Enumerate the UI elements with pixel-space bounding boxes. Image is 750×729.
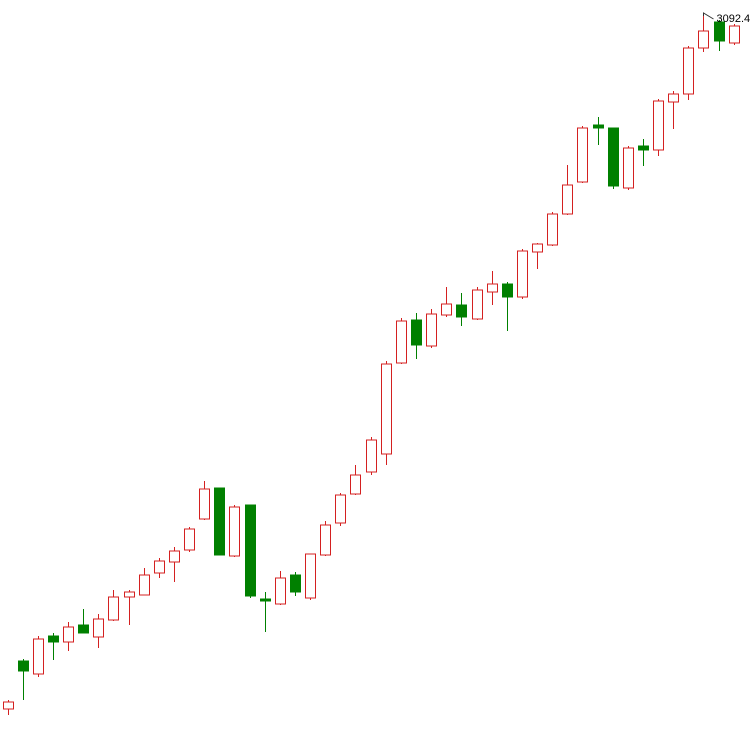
candle-body [184, 528, 195, 551]
candle-body [93, 618, 104, 638]
candle-body [608, 127, 619, 187]
candle-body [3, 701, 14, 710]
candle-body [411, 319, 422, 346]
candle-body [320, 524, 331, 556]
candle-body [729, 25, 740, 44]
candle-body [577, 127, 588, 183]
candle-body [78, 624, 89, 634]
candle-body [487, 283, 498, 293]
candle-body [366, 439, 377, 473]
candle-body [33, 638, 44, 675]
candle-body [683, 47, 694, 95]
candle-body [229, 506, 240, 557]
candle-body [18, 660, 29, 672]
candle-body [593, 124, 604, 129]
candle-body [381, 363, 392, 455]
candle-body [214, 487, 225, 556]
candle-body [63, 626, 74, 643]
candle-body [714, 21, 725, 42]
candle-body [547, 213, 558, 246]
candle-body [350, 474, 361, 495]
candle-body [653, 100, 664, 151]
candle-body [48, 635, 59, 643]
candle-body [638, 145, 649, 151]
candle-body [441, 303, 452, 316]
candle-body [668, 93, 679, 103]
candle-body [426, 313, 437, 347]
candle-body [623, 147, 634, 189]
candle-body [169, 550, 180, 563]
candle-body [335, 494, 346, 524]
candle-body [108, 596, 119, 621]
candle-body [456, 304, 467, 318]
candle-body [532, 243, 543, 253]
candle-body [260, 598, 271, 602]
candle-body [472, 289, 483, 320]
candle-body [199, 488, 210, 520]
candle-body [562, 184, 573, 215]
candle-body [139, 574, 150, 596]
max-label: 3092.4 [717, 13, 750, 25]
candle-body [502, 283, 513, 298]
candle-body [698, 30, 709, 49]
candle-body [275, 577, 286, 605]
candle-body [290, 574, 301, 593]
candle-body [124, 591, 135, 598]
candle-body [245, 504, 256, 597]
candle-body [396, 320, 407, 364]
candle-body [305, 553, 316, 599]
candle-body [517, 250, 528, 298]
candle-body [154, 560, 165, 574]
max-pointer [703, 12, 714, 20]
